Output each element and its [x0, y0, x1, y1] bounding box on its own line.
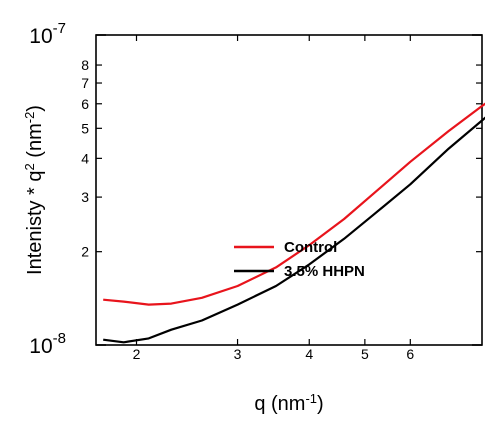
y-minor-tick-label-2: 2 — [81, 244, 89, 260]
series-line-3-5-hhpn — [103, 116, 485, 344]
y-axis-title: Intenisty * q2 (nm-2) — [22, 105, 47, 275]
y-minor-tick-label-8: 8 — [81, 57, 89, 73]
y-minor-tick-label-6: 6 — [81, 96, 89, 112]
legend-label-hhpn: 3.5% HHPN — [284, 263, 365, 280]
y-minor-tick-label-3: 3 — [81, 189, 89, 205]
y-minor-tick-label-4: 4 — [81, 150, 89, 166]
series-line-control — [103, 102, 485, 306]
y-minor-tick-label-7: 7 — [81, 75, 89, 91]
x-minor-tick-label-2: 2 — [133, 346, 141, 362]
x-axis-title: q (nm-1) — [254, 391, 323, 416]
tick-group — [96, 34, 482, 346]
series-group — [103, 102, 485, 344]
legend-label-control: Control — [284, 239, 337, 256]
plot-frame — [95, 34, 483, 346]
y-minor-tick-label-5: 5 — [81, 120, 89, 136]
y-major-tick-label: 10-8 — [29, 330, 66, 358]
tick-label-group: 10-810-72345678234560.1 — [29, 20, 414, 362]
x-minor-tick-label-5: 5 — [361, 346, 369, 362]
y-major-tick-label: 10-7 — [29, 20, 66, 48]
x-minor-tick-label-3: 3 — [234, 346, 242, 362]
x-minor-tick-label-6: 6 — [406, 346, 414, 362]
x-minor-tick-label-4: 4 — [305, 346, 313, 362]
legend: Control 3.5% HHPN — [234, 239, 365, 280]
